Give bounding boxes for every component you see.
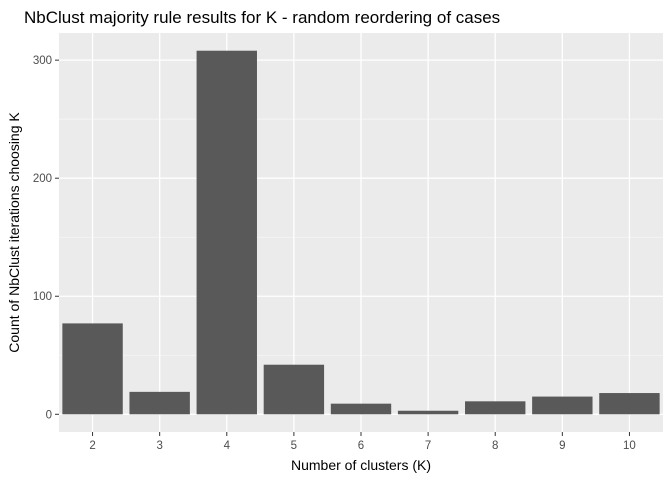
y-axis: 0 100 200 300 bbox=[33, 55, 59, 421]
chart-title: NbClust majority rule results for K - ra… bbox=[24, 8, 500, 27]
y-tick-label: 300 bbox=[33, 55, 52, 67]
bar-k-5 bbox=[263, 364, 325, 415]
x-tick-label: 7 bbox=[425, 440, 431, 452]
y-axis-title: Count of NbClust iterations choosing K bbox=[6, 112, 22, 353]
bar-k-3 bbox=[129, 391, 190, 415]
y-tick-label: 0 bbox=[46, 409, 52, 421]
x-tick-label: 2 bbox=[89, 440, 95, 452]
x-axis: 2 3 4 5 6 7 8 9 10 bbox=[89, 432, 636, 452]
bar-k-7 bbox=[397, 410, 459, 415]
bars bbox=[62, 50, 660, 415]
y-tick-label: 200 bbox=[33, 173, 52, 185]
bar-k-10 bbox=[599, 393, 660, 415]
x-tick-label: 8 bbox=[492, 440, 498, 452]
bar-k-4 bbox=[196, 50, 257, 415]
x-tick-label: 4 bbox=[224, 440, 231, 452]
bar-k-6 bbox=[330, 403, 392, 415]
x-tick-label: 3 bbox=[156, 440, 162, 452]
x-tick-label: 5 bbox=[291, 440, 297, 452]
y-tick-label: 100 bbox=[33, 291, 52, 303]
bar-k-2 bbox=[62, 323, 123, 415]
x-tick-label: 10 bbox=[623, 440, 636, 452]
x-axis-title: Number of clusters (K) bbox=[291, 457, 431, 473]
x-tick-label: 9 bbox=[559, 440, 565, 452]
bar-k-8 bbox=[465, 401, 526, 415]
x-tick-label: 6 bbox=[358, 440, 364, 452]
bar-k-9 bbox=[532, 396, 593, 415]
